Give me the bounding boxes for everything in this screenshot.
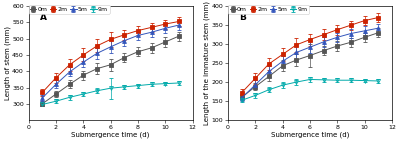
- Text: A: A: [40, 13, 47, 22]
- Y-axis label: Length of the immature stem (mm): Length of the immature stem (mm): [204, 1, 210, 125]
- Legend: 0m, 2m, 5m, 9m: 0m, 2m, 5m, 9m: [29, 5, 110, 13]
- Text: B: B: [240, 13, 246, 22]
- X-axis label: Submergence time (d): Submergence time (d): [271, 131, 349, 138]
- Legend: 0m, 2m, 5m, 9m: 0m, 2m, 5m, 9m: [228, 5, 309, 13]
- X-axis label: Submergence time (d): Submergence time (d): [72, 131, 150, 138]
- Y-axis label: Length of stem (mm): Length of stem (mm): [4, 26, 11, 100]
